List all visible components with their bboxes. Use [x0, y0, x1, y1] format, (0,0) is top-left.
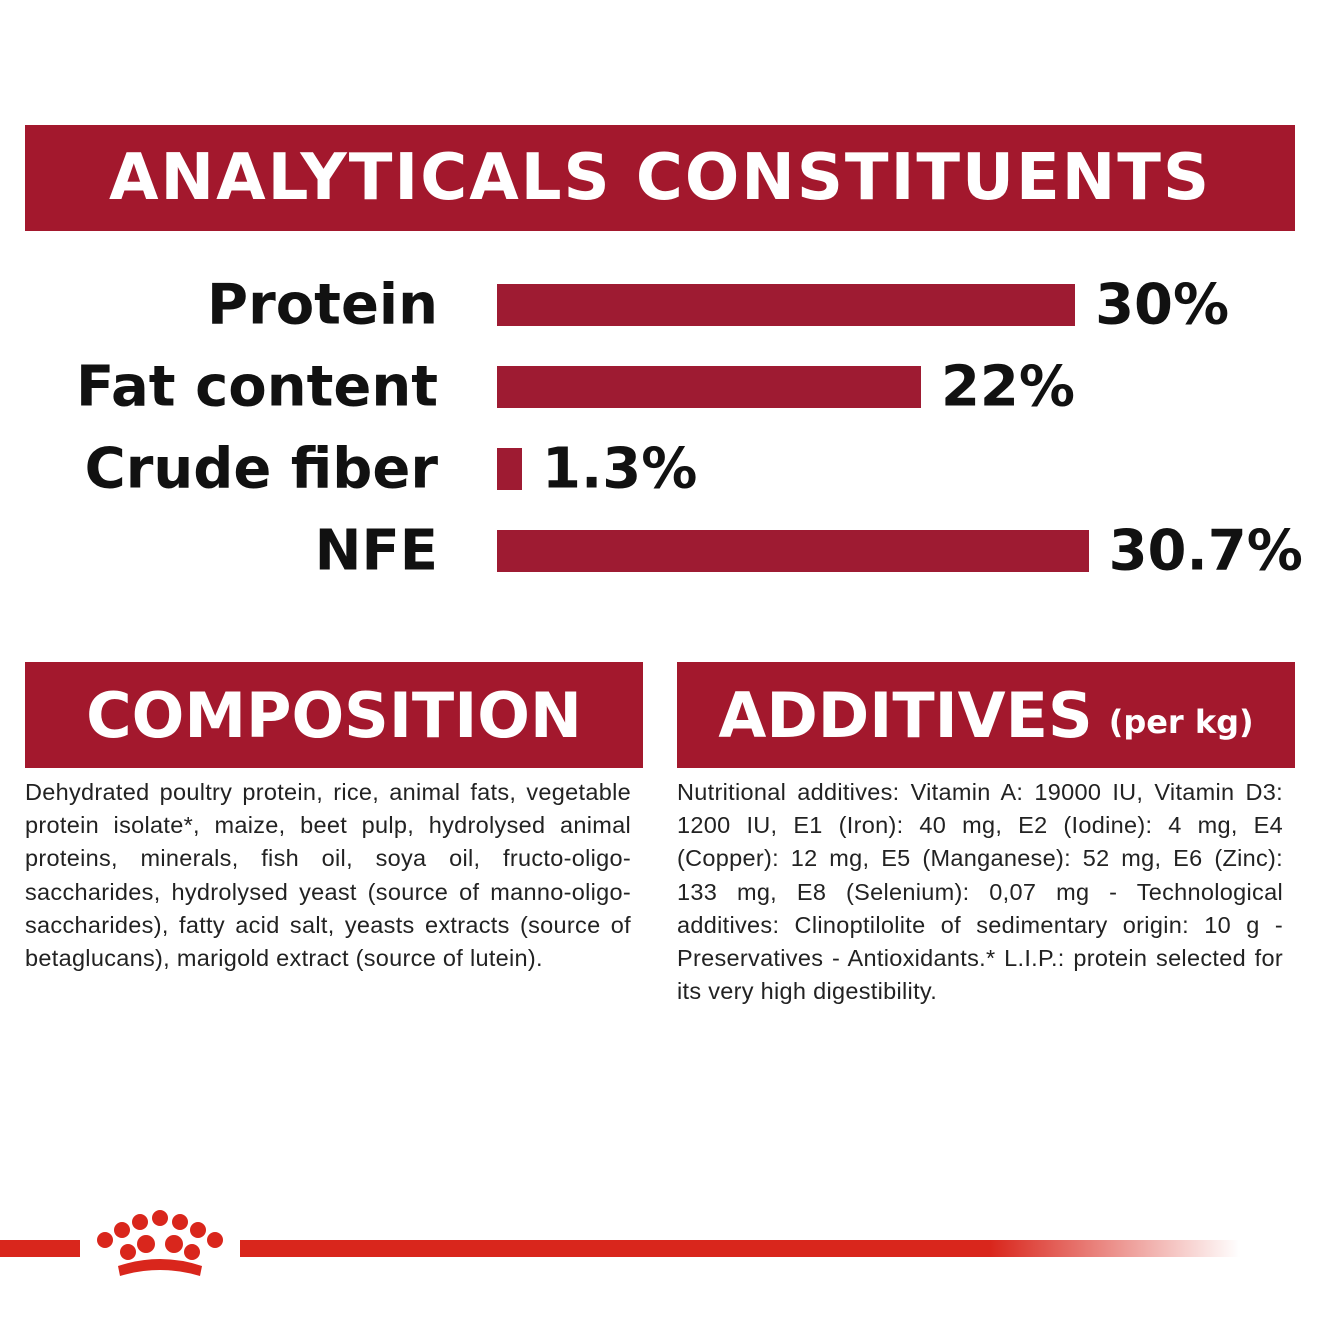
footer-logo: [0, 1210, 1240, 1276]
additives-unit: (per kg): [1108, 703, 1254, 741]
category-label: Fat content: [76, 354, 438, 420]
category-label: Crude fiber: [84, 436, 438, 502]
bar: [497, 366, 921, 408]
category-label: NFE: [314, 518, 438, 584]
value-label: 30%: [1095, 272, 1230, 338]
additives-text: Nutritional additives: Vitamin A: 19000 …: [677, 779, 1283, 1005]
composition-title: COMPOSITION: [25, 662, 643, 768]
value-label: 1.3%: [542, 436, 698, 502]
bar: [497, 448, 523, 490]
additives-title: ADDITIVES: [718, 678, 1093, 752]
additives-header: ADDITIVES (per kg): [677, 662, 1295, 768]
category-label: Protein: [207, 272, 438, 338]
composition-text: Dehydrated poultry protein, rice, animal…: [25, 779, 631, 972]
value-label: 22%: [940, 354, 1075, 420]
bar: [497, 530, 1089, 572]
chart-title: ANALYTICALS CONSTITUENTS: [25, 125, 1295, 231]
bar: [497, 284, 1076, 326]
value-label: 30.7%: [1108, 518, 1303, 584]
